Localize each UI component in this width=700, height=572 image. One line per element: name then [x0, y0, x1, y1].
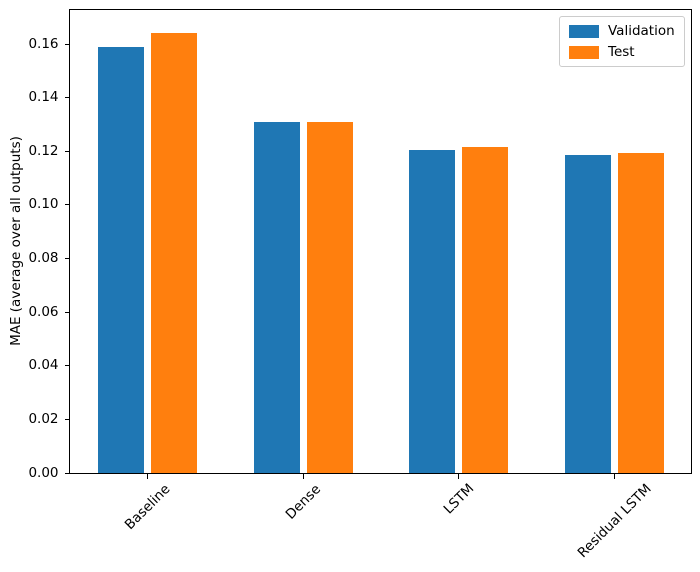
y-tick-label: 0.02 [28, 410, 59, 427]
y-tick-label: 0.16 [28, 35, 59, 52]
y-tick-label: 0.04 [28, 357, 59, 374]
legend-label-validation: Validation [608, 23, 675, 39]
x-tick-label-dense: Dense [282, 481, 324, 523]
x-tick-mark [458, 474, 460, 479]
y-tick-mark [64, 258, 69, 260]
bar-test-lstm [462, 147, 509, 473]
bar-validation-lstm [409, 149, 456, 473]
legend-swatch-validation [569, 24, 599, 38]
y-tick-mark [64, 472, 69, 474]
y-tick-mark [64, 204, 69, 206]
x-tick-label-baseline: Baseline [121, 480, 174, 533]
y-tick-mark [64, 43, 69, 45]
x-tick-mark [302, 474, 304, 479]
x-tick-label-lstm: LSTM [440, 480, 478, 518]
legend-swatch-test [569, 45, 599, 59]
x-tick-mark [147, 474, 149, 479]
y-tick-label: 0.08 [28, 250, 59, 267]
y-tick-mark [64, 365, 69, 367]
x-tick-mark [613, 474, 615, 479]
x-tick-label-residual-lstm: Residual LSTM [574, 480, 655, 561]
bar-test-baseline [151, 33, 198, 473]
y-tick-label: 0.14 [28, 89, 59, 106]
bar-test-residual-lstm [617, 152, 664, 473]
legend-item-test: Test [569, 44, 675, 60]
bar-validation-dense [253, 121, 300, 473]
y-tick-mark [64, 150, 69, 152]
bar-validation-residual-lstm [564, 155, 611, 473]
y-tick-label: 0.12 [28, 142, 59, 159]
legend-item-validation: Validation [569, 23, 675, 39]
bar-test-dense [306, 121, 353, 473]
y-tick-label: 0.10 [28, 196, 59, 213]
legend: Validation Test [559, 16, 685, 67]
bar-validation-baseline [98, 46, 145, 473]
y-tick-mark [64, 311, 69, 313]
legend-label-test: Test [608, 44, 635, 60]
y-tick-mark [64, 97, 69, 99]
y-tick-label: 0.00 [28, 464, 59, 481]
y-tick-mark [64, 418, 69, 420]
y-tick-label: 0.06 [28, 303, 59, 320]
